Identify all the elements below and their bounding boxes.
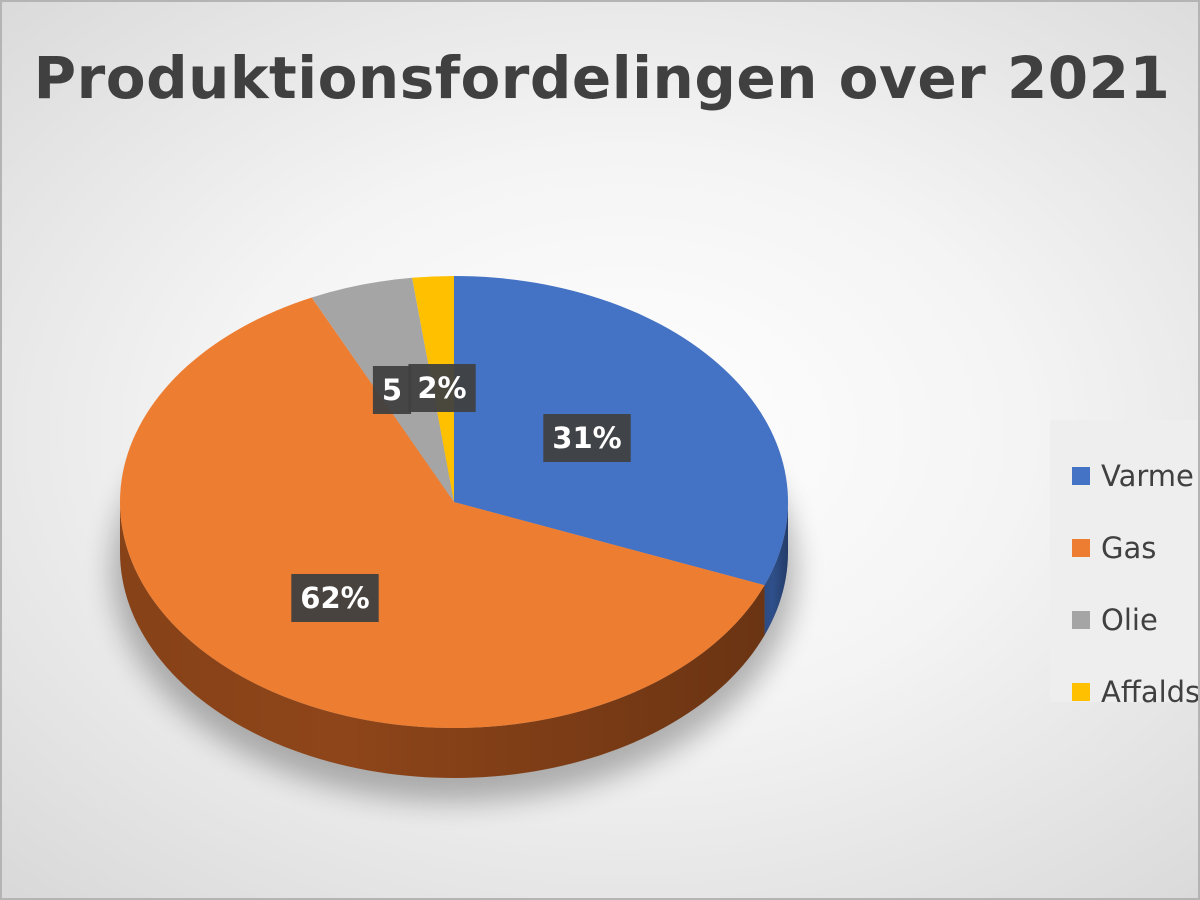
data-label-box — [408, 364, 476, 412]
legend-swatch — [1072, 539, 1090, 557]
data-label-text: 62% — [300, 581, 369, 615]
pie-slices — [120, 276, 789, 728]
data-label-gas: 62% — [291, 574, 379, 622]
data-label-text: 31% — [552, 421, 621, 455]
legend-item-varmepumpe: Varme — [1072, 440, 1198, 512]
legend-swatch — [1072, 467, 1090, 485]
data-label-varmepumpe: 31% — [543, 414, 631, 462]
legend-item-affaldsvarme: Affalds — [1072, 656, 1200, 728]
pie-sides — [120, 502, 788, 778]
data-label-text: 2% — [417, 371, 466, 405]
data-label-olie: 5 — [372, 366, 412, 414]
data-label-affaldsvarme: 2% — [408, 364, 476, 412]
legend-label: Affalds — [1101, 675, 1200, 709]
pie-side-shade-gas — [120, 502, 765, 778]
data-label-box — [543, 414, 631, 462]
legend-swatch — [1072, 611, 1090, 629]
data-label-box — [291, 574, 379, 622]
pie-slice-gas[interactable] — [120, 297, 765, 728]
legend-item-gas: Gas — [1072, 512, 1198, 584]
data-label-text: 5 — [382, 373, 402, 407]
chart-title: Produktionsfordelingen over 2021 — [33, 44, 1171, 112]
legend-label: Varme — [1101, 459, 1194, 493]
data-label-box — [372, 366, 412, 414]
legend-label: Olie — [1101, 603, 1158, 637]
pie-side-shade-varmepumpe — [764, 502, 788, 636]
legend-swatch — [1072, 683, 1090, 701]
legend-label: Gas — [1101, 531, 1157, 565]
pie-data-labels: 5 2% 31% 62% — [291, 364, 631, 622]
legend-item-olie: Olie — [1072, 584, 1198, 656]
legend: Varme Gas Olie Affalds — [1050, 420, 1198, 709]
